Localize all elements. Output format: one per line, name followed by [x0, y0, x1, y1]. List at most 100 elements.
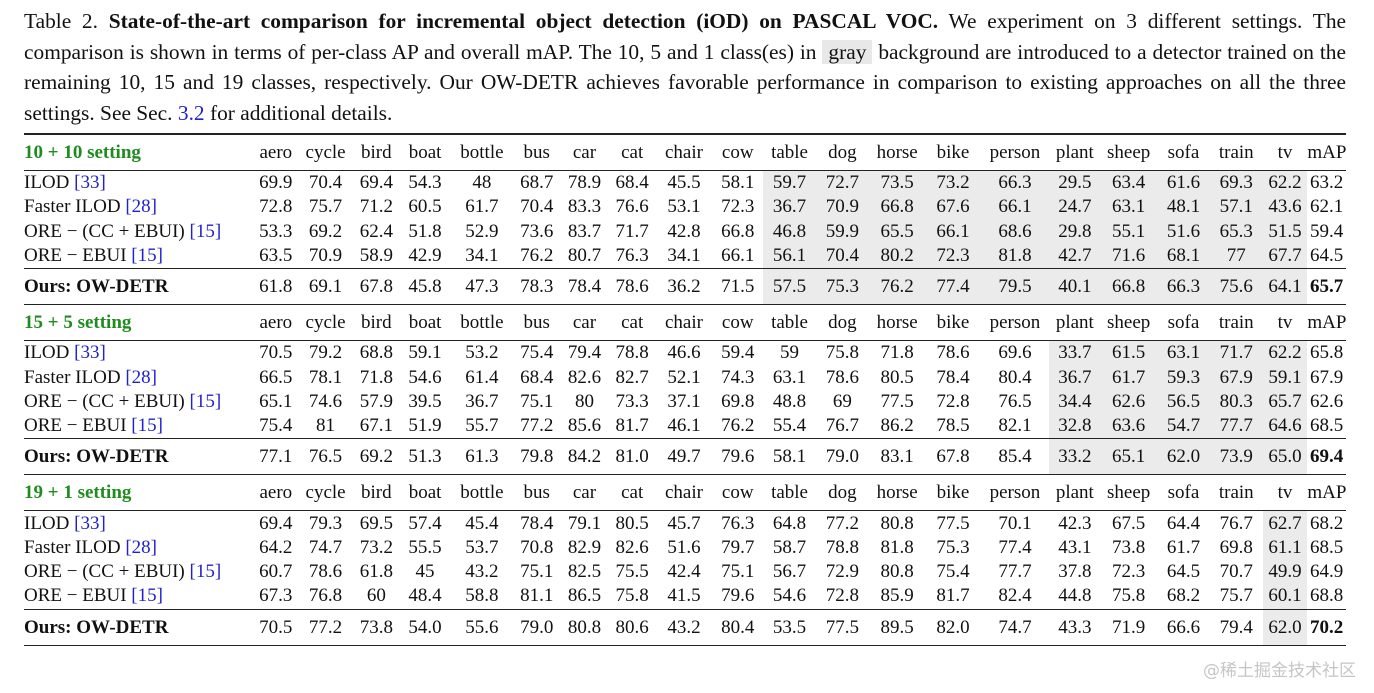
value-cell: 76.2: [721, 415, 755, 437]
value-cell: 63.2: [1310, 172, 1344, 194]
value-cell: 71.7: [615, 220, 649, 242]
value-cell: 68.5: [1310, 536, 1344, 558]
method-cell: ORE − (CC + EBUI) [15]: [24, 560, 253, 584]
value-cell: 79.4: [1209, 608, 1263, 646]
value-cell: 82.7: [615, 366, 649, 388]
value-cell: 66.5: [259, 366, 293, 388]
method-cell: Faster ILOD [28]: [24, 536, 253, 560]
column-header: bus: [513, 474, 561, 512]
citation-link[interactable]: [15]: [131, 585, 163, 607]
value-cell: 86.2: [880, 415, 914, 437]
citation-link[interactable]: [15]: [189, 390, 222, 412]
citation-link[interactable]: [33]: [74, 342, 106, 364]
value-cell: 78.6: [608, 268, 656, 306]
value-cell: 72.8: [259, 196, 293, 218]
value-cell: 75.4: [259, 415, 293, 437]
value-cell: 46.8: [763, 219, 816, 244]
value-cell: 73.3: [615, 390, 649, 412]
value-cell: 82.5: [567, 561, 602, 583]
value-cell: 46.1: [667, 415, 701, 437]
setting-header-row: 19 + 1 setting aero cycle bird boat bottle bus…: [24, 474, 1346, 512]
caption-text-3: for additional details.: [204, 100, 393, 125]
method-name: ORE − EBUI: [24, 585, 132, 607]
value-cell: 79.8: [513, 438, 561, 476]
setting-label: 15 + 5 setting: [24, 304, 254, 342]
value-cell: 70.4: [520, 196, 554, 218]
value-cell: 64.8: [772, 512, 807, 534]
value-cell: 78.5: [936, 415, 970, 437]
value-cell: 63.1: [1100, 195, 1158, 220]
value-cell: 42.8: [667, 220, 701, 242]
value-cell: 75.7: [1219, 585, 1253, 607]
citation-link[interactable]: [33]: [74, 172, 106, 194]
value-cell: 74.7: [980, 608, 1050, 646]
value-cell: 61.8: [359, 561, 393, 583]
value-cell: 59.1: [408, 342, 442, 364]
value-cell: 79.6: [712, 438, 764, 476]
value-cell: 45.8: [399, 268, 451, 306]
value-cell: 51.9: [408, 415, 442, 437]
value-cell: 70.9: [815, 195, 869, 220]
column-header: chair: [655, 133, 713, 171]
citation-link[interactable]: [28]: [125, 196, 157, 218]
citation-link[interactable]: [15]: [131, 415, 163, 437]
value-cell: 55.4: [772, 415, 807, 437]
value-cell: 45.4: [465, 512, 499, 534]
citation-link[interactable]: [15]: [189, 561, 222, 583]
column-header: cat: [608, 304, 656, 342]
value-cell: 67.3: [259, 585, 293, 607]
citation-link[interactable]: [33]: [74, 512, 106, 534]
citation-link[interactable]: [28]: [125, 366, 157, 388]
value-cell: 43.1: [1058, 536, 1092, 558]
value-cell: 29.8: [1049, 219, 1101, 244]
value-cell: 65.3: [1209, 219, 1263, 244]
value-cell: 80.8: [560, 608, 609, 646]
value-cell: 59.4: [1310, 220, 1344, 242]
setting-label: 10 + 10 setting: [24, 133, 254, 171]
value-cell: 39.5: [408, 390, 442, 412]
column-header: cow: [712, 474, 764, 512]
column-header: cow: [712, 133, 764, 171]
citation-link[interactable]: [15]: [189, 220, 222, 242]
value-cell: 71.9: [1100, 608, 1158, 646]
ours-row: Ours: OW-DETR 70.5 77.2 73.8 54.0 55.6 79.0 80.…: [24, 608, 1346, 646]
column-header: plant: [1049, 133, 1101, 171]
setting-label: 19 + 1 setting: [24, 474, 254, 512]
value-cell: 59.3: [1157, 365, 1210, 390]
citation-link[interactable]: [28]: [125, 536, 157, 558]
value-cell: 69.8: [721, 390, 755, 412]
value-cell: 64.6: [1262, 414, 1308, 439]
section-link[interactable]: 3.2: [177, 100, 205, 125]
value-cell: 85.6: [567, 415, 602, 437]
value-cell: 83.7: [567, 220, 602, 242]
value-cell: 61.7: [465, 196, 499, 218]
column-header: person: [980, 304, 1050, 342]
value-cell: 85.4: [980, 438, 1050, 476]
value-cell: 71.7: [1209, 340, 1263, 366]
value-cell: 78.6: [936, 342, 970, 364]
value-cell: 69.1: [298, 268, 353, 306]
value-cell: 44.8: [1058, 585, 1092, 607]
column-header: bike: [925, 133, 981, 171]
table-row: Faster ILOD [28] 66.5 78.1 71.8 54.6 61.4 68.4…: [24, 365, 1346, 390]
value-cell: 58.8: [465, 585, 499, 607]
value-cell: 73.5: [868, 170, 926, 196]
value-cell: 77.2: [520, 415, 554, 437]
value-cell: 69.4: [1307, 438, 1346, 476]
citation-link[interactable]: [15]: [131, 245, 163, 267]
value-cell: 75.1: [520, 390, 554, 412]
value-cell: 34.4: [1049, 389, 1101, 415]
column-header: chair: [655, 304, 713, 342]
value-cell: 62.6: [1100, 389, 1158, 415]
value-cell: 60: [366, 585, 386, 607]
method-cell: Faster ILOD [28]: [24, 365, 253, 389]
value-cell: 78.8: [825, 536, 859, 558]
value-cell: 64.1: [1262, 268, 1308, 306]
column-header: plant: [1049, 474, 1101, 512]
value-cell: 75.5: [615, 561, 649, 583]
value-cell: 48.8: [772, 390, 807, 412]
value-cell: 89.5: [868, 608, 926, 646]
value-cell: 70.4: [308, 172, 343, 194]
value-cell: 56.7: [772, 561, 807, 583]
value-cell: 58.7: [772, 536, 807, 558]
